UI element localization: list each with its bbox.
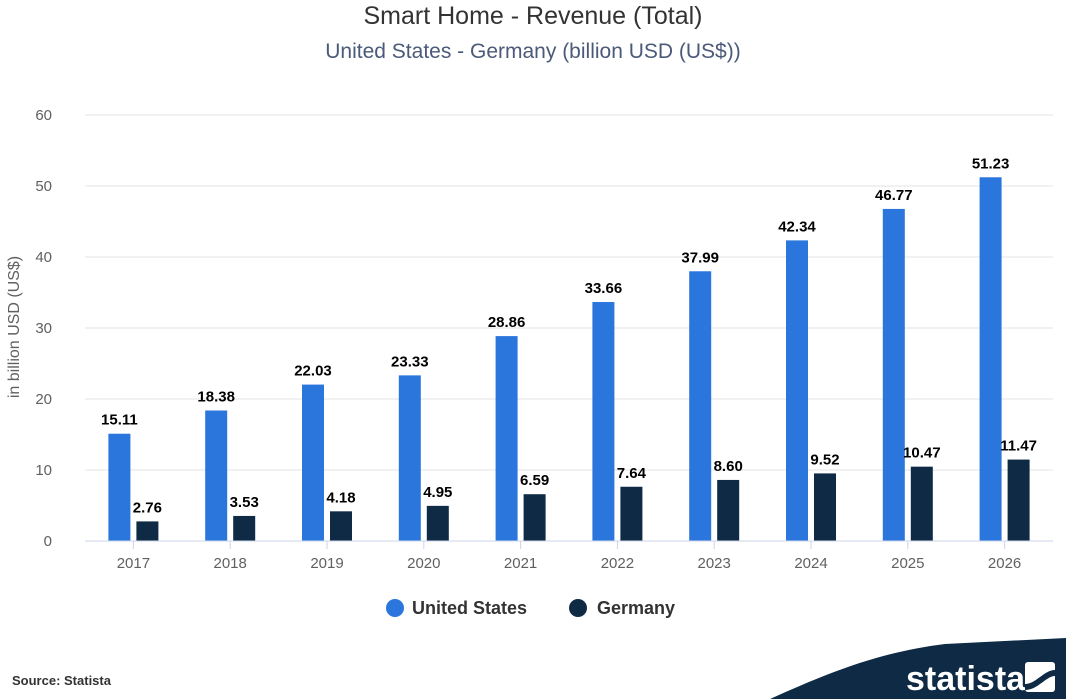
- data-label: 23.33: [391, 353, 429, 370]
- bar-germany-2026[interactable]: [1007, 459, 1030, 541]
- x-tick-label: 2020: [407, 555, 440, 572]
- legend-marker-united-states: [386, 599, 404, 617]
- data-label: 42.34: [778, 218, 816, 235]
- legend: United States Germany: [386, 598, 675, 618]
- data-label: 4.95: [423, 484, 452, 501]
- chart-subtitle: United States - Germany (billion USD (US…: [325, 40, 740, 63]
- data-label: 8.60: [714, 458, 743, 475]
- grid-lines: [85, 114, 1053, 471]
- y-tick-label: 0: [44, 533, 52, 550]
- bar-germany-2017[interactable]: [136, 521, 159, 541]
- x-axis-ticks: 2017 2018 2019 2020 2021 2022 2023 2024 2025 2026: [117, 541, 1021, 572]
- y-tick-label: 60: [35, 107, 52, 124]
- data-label: 33.66: [585, 280, 623, 297]
- statista-mark-icon: [1025, 662, 1055, 692]
- y-axis-label: in billion USD (US$): [6, 256, 23, 398]
- bar-united-states-2024[interactable]: [786, 240, 808, 542]
- bar-united-states-2023[interactable]: [689, 271, 712, 541]
- statista-logo: statista: [770, 638, 1066, 699]
- data-label: 51.23: [972, 155, 1010, 172]
- bar-united-states-2018[interactable]: [205, 410, 228, 541]
- data-label: 11.47: [1000, 438, 1037, 455]
- x-tick-label: 2022: [601, 555, 634, 572]
- data-label: 18.38: [197, 389, 235, 406]
- bar-united-states-2022[interactable]: [592, 302, 615, 541]
- data-label: 28.86: [488, 314, 526, 331]
- x-tick-label: 2023: [698, 555, 731, 572]
- bar-united-states-2017[interactable]: [108, 433, 131, 541]
- bar-germany-2025[interactable]: [910, 466, 933, 541]
- bar-germany-2020[interactable]: [426, 505, 449, 541]
- bar-germany-2019[interactable]: [330, 511, 352, 541]
- x-tick-label: 2021: [504, 555, 537, 572]
- bar-united-states-2025[interactable]: [882, 208, 905, 542]
- data-label: 6.59: [520, 472, 549, 489]
- data-labels: 15.11 18.38 22.03 23.33 28.86 33.66 37.99 42.34…: [101, 155, 1037, 516]
- data-label: 46.77: [875, 187, 913, 204]
- y-tick-label: 30: [35, 320, 52, 337]
- x-tick-label: 2018: [214, 555, 247, 572]
- bar-united-states-2019[interactable]: [302, 384, 324, 541]
- data-label: 4.18: [326, 489, 355, 506]
- data-label: 10.47: [903, 445, 941, 462]
- y-tick-label: 50: [35, 178, 52, 195]
- bar-united-states-2021[interactable]: [495, 336, 518, 541]
- bar-germany-2023[interactable]: [717, 479, 740, 541]
- brand-wordmark: statista: [906, 660, 1026, 698]
- data-label: 7.64: [617, 465, 647, 482]
- brand-band-shape: [770, 638, 1066, 699]
- data-label: 9.52: [810, 451, 839, 468]
- y-tick-label: 10: [35, 462, 52, 479]
- x-tick-label: 2025: [891, 555, 924, 572]
- legend-marker-germany: [569, 599, 587, 617]
- x-tick-label: 2017: [117, 555, 150, 572]
- legend-label-germany: Germany: [597, 598, 675, 618]
- data-label: 15.11: [101, 412, 138, 429]
- bar-germany-2024[interactable]: [814, 473, 836, 541]
- legend-item-united-states[interactable]: United States: [386, 598, 527, 618]
- bar-united-states-2026[interactable]: [979, 177, 1002, 541]
- data-label: 22.03: [294, 363, 332, 380]
- bar-germany-2018[interactable]: [233, 515, 256, 541]
- x-tick-label: 2019: [310, 555, 343, 572]
- y-tick-label: 20: [35, 391, 52, 408]
- bar-germany-2022[interactable]: [620, 486, 643, 541]
- x-tick-label: 2024: [794, 555, 827, 572]
- chart-title: Smart Home - Revenue (Total): [363, 2, 702, 30]
- x-tick-label: 2026: [988, 555, 1021, 572]
- legend-label-united-states: United States: [412, 598, 527, 618]
- source-note: Source: Statista: [12, 673, 112, 688]
- bars: [108, 177, 1030, 542]
- data-label: 3.53: [230, 494, 259, 511]
- data-label: 2.76: [133, 499, 162, 516]
- y-axis-ticks: 0 10 20 30 40 50 60: [35, 107, 52, 550]
- bar-germany-2021[interactable]: [523, 494, 546, 541]
- bar-united-states-2020[interactable]: [398, 375, 421, 541]
- y-tick-label: 40: [35, 249, 52, 266]
- legend-item-germany[interactable]: Germany: [569, 598, 675, 618]
- data-label: 37.99: [681, 249, 719, 266]
